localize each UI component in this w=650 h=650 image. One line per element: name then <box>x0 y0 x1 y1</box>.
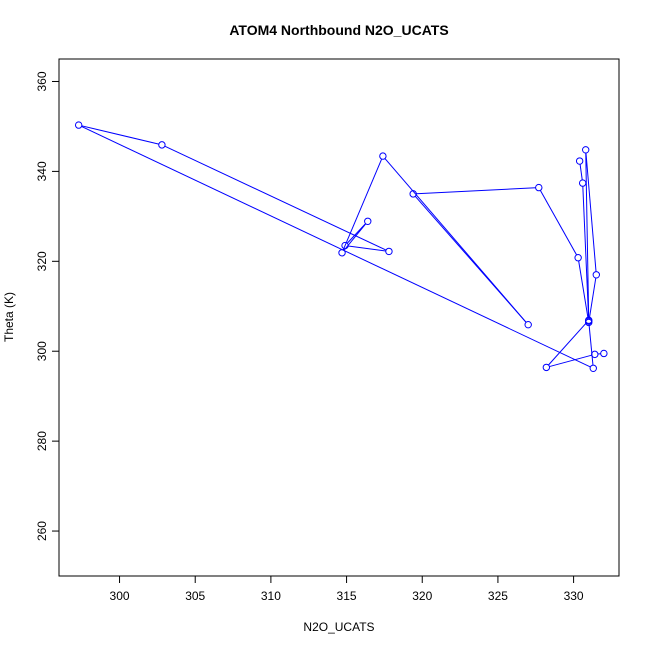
x-tick-label: 330 <box>564 589 584 603</box>
y-axis: 260 280 300 320 340 360 <box>35 71 60 541</box>
data-point <box>575 157 584 165</box>
series-line-segment <box>342 158 383 251</box>
data-point <box>592 271 600 279</box>
data-point <box>600 349 608 358</box>
data-point <box>385 247 393 256</box>
y-tick-label: 360 <box>35 71 49 91</box>
y-tick-label: 300 <box>35 341 49 361</box>
x-axis-title: N2O_UCATS <box>303 620 374 634</box>
data-point <box>524 320 532 329</box>
series-line-segment <box>164 145 387 251</box>
series-line-segment <box>585 153 590 318</box>
x-tick-label: 305 <box>185 589 205 603</box>
series-line-segment <box>346 223 366 244</box>
series-line-segment <box>588 277 597 320</box>
data-point <box>158 141 166 149</box>
y-axis-title: Theta (K) <box>2 292 16 342</box>
x-tick-label: 310 <box>261 589 281 603</box>
data-point <box>542 363 551 372</box>
series-line-segment <box>548 322 587 366</box>
data-point <box>338 249 346 257</box>
data-point <box>74 121 83 129</box>
series-line-segment <box>343 223 367 251</box>
data-point <box>341 241 349 250</box>
x-tick-label: 315 <box>337 589 357 603</box>
series-line-segment <box>539 190 578 256</box>
series-line-segment <box>348 245 386 252</box>
data-point <box>379 152 387 160</box>
series-line-segment <box>582 186 590 318</box>
data-point <box>591 350 599 359</box>
series-line-segment <box>81 125 159 145</box>
series-line-segment <box>384 158 527 323</box>
series-line-segment <box>81 126 591 368</box>
x-tick-label: 300 <box>110 589 130 603</box>
data-point <box>409 190 417 198</box>
y-tick-label: 320 <box>35 251 49 271</box>
data-point <box>574 254 582 262</box>
data-point <box>582 146 590 154</box>
y-tick-label: 280 <box>35 431 49 451</box>
data-point <box>585 317 593 325</box>
data-series <box>74 121 608 373</box>
series-line-segment <box>585 152 597 272</box>
series-line-segment <box>588 324 594 366</box>
y-tick-label: 260 <box>35 521 49 541</box>
data-point <box>589 364 597 373</box>
x-tick-label: 320 <box>412 589 432 603</box>
series-line-segment <box>416 187 536 195</box>
x-tick-label: 325 <box>488 589 508 603</box>
x-axis: 300 305 310 315 320 325 330 <box>110 575 584 603</box>
series-line-segment <box>549 354 592 368</box>
data-point <box>364 217 372 225</box>
chart-title: ATOM4 Northbound N2O_UCATS <box>229 22 448 38</box>
series-line-segment <box>578 260 589 320</box>
data-point <box>535 183 543 192</box>
y-tick-label: 340 <box>35 161 49 181</box>
data-point <box>578 179 587 187</box>
series-line-segment <box>579 164 583 180</box>
